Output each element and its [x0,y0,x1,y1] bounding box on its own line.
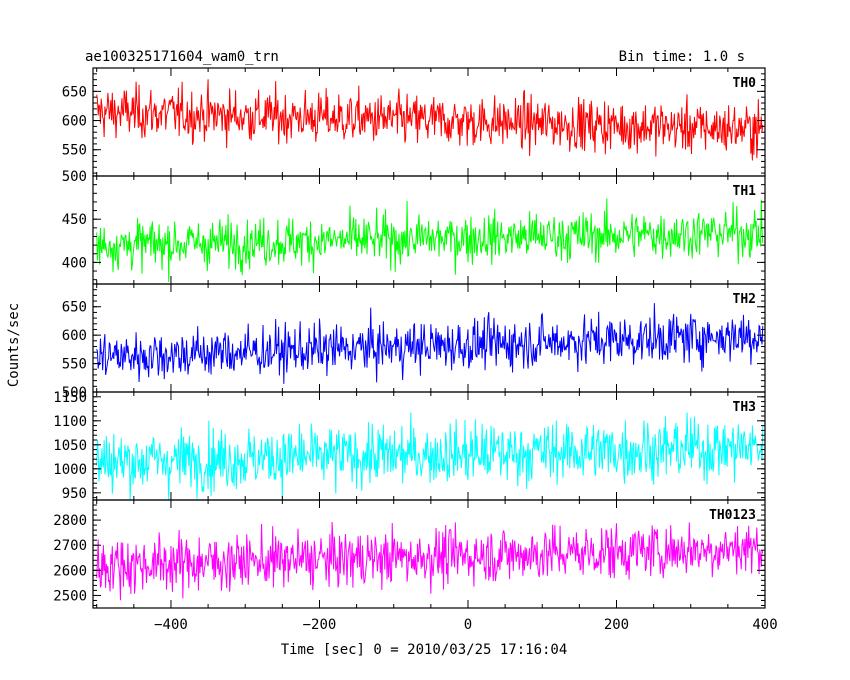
x-tick-label: −200 [303,617,337,633]
y-tick-label: 2600 [53,563,87,579]
y-tick-label: 550 [62,357,87,373]
panel-th3: 950 1000 1050 1100 1150 TH3 [53,390,766,502]
y-tick-label: 500 [62,385,87,401]
x-tick-label: −400 [154,617,188,633]
panel-name-label: TH3 [733,400,756,415]
panel-name-label: TH0123 [709,508,756,523]
y-tick-label: 1000 [53,462,87,478]
panel-frame [92,499,766,609]
panel-name-label: TH1 [733,184,757,199]
series-line-th3 [96,412,764,500]
y-tick-label: 550 [62,143,87,159]
panel-name-label: TH0 [733,76,757,91]
y-tick-label: 450 [62,212,87,228]
panel-th0: 550 600 650 TH0 [62,67,766,177]
y-tick-label: 1150 [53,390,87,406]
panel-name-label: TH2 [733,292,756,307]
series-line-th0123 [96,522,764,601]
y-tick-label: 600 [62,114,87,130]
y-tick-label: 2700 [53,538,87,554]
y-tick-label: 2800 [53,513,87,529]
y-tick-label: 950 [62,486,87,502]
y-tick-label: 650 [62,84,87,100]
x-axis-label: Time [sec] 0 = 2010/03/25 17:16:04 [281,642,568,658]
panels-group: 550 600 650 TH0 400 450 500 TH1 500 550 600 650 TH2 9… [53,67,766,609]
series-line-th1 [96,198,764,283]
series-line-th0 [96,79,764,161]
panel-th1: 400 450 500 TH1 [62,169,766,285]
bin-time-label: Bin time: 1.0 s [619,49,745,65]
y-tick-label: 2500 [53,588,87,604]
y-axis-label: Counts/sec [6,303,22,387]
y-tick-label: 1100 [53,414,87,430]
chart-title: ae100325171604_wam0_trn [85,49,279,65]
x-tick-label: 400 [752,617,777,633]
y-tick-label: 1050 [53,438,87,454]
x-axis: −400 −200 0 200 400 [154,617,778,633]
panel-th2: 500 550 600 650 TH2 [62,283,766,401]
y-tick-label: 600 [62,328,87,344]
y-tick-label: 500 [62,169,87,185]
x-tick-label: 0 [464,617,472,633]
series-line-th2 [96,303,764,384]
x-tick-label: 200 [604,617,629,633]
panel-frame [92,391,766,501]
y-tick-label: 650 [62,300,87,316]
y-tick-label: 400 [62,255,87,271]
panel-th0123: 2500 2600 2700 2800 TH0123 [53,499,766,609]
